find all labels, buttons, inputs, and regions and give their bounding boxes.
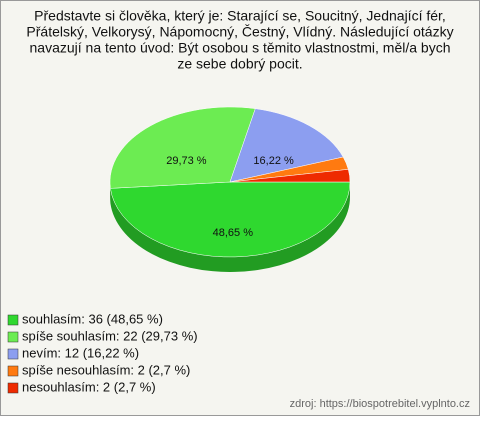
chart-title: ze sebe dobrý pocit.	[177, 56, 302, 72]
legend-swatch	[8, 383, 18, 393]
legend-swatch	[8, 366, 18, 376]
legend-label: nesouhlasím: 2 (2,7 %)	[22, 379, 156, 394]
legend-label: nevím: 12 (16,22 %)	[22, 345, 139, 360]
data-label: 48,65 %	[213, 227, 254, 239]
data-label: 29,73 %	[166, 155, 207, 167]
chart-title: Přátelský, Velkorysý, Nápomocný, Čestný,…	[26, 24, 453, 40]
chart-title: Představte si člověka, který je: Starají…	[34, 8, 446, 24]
legend-swatch	[8, 315, 18, 325]
legend-label: spíše souhlasím: 22 (29,73 %)	[22, 328, 198, 343]
legend-swatch	[8, 349, 18, 359]
data-label: 16,22 %	[253, 155, 294, 167]
legend-label: spíše nesouhlasím: 2 (2,7 %)	[22, 362, 190, 377]
legend-label: souhlasím: 36 (48,65 %)	[22, 311, 163, 326]
legend-swatch	[8, 332, 18, 342]
source: zdroj: https://biospotrebitel.vyplnto.cz	[290, 398, 470, 410]
chart-title: navazují na tento úvod: Být osobou s těm…	[30, 40, 451, 56]
